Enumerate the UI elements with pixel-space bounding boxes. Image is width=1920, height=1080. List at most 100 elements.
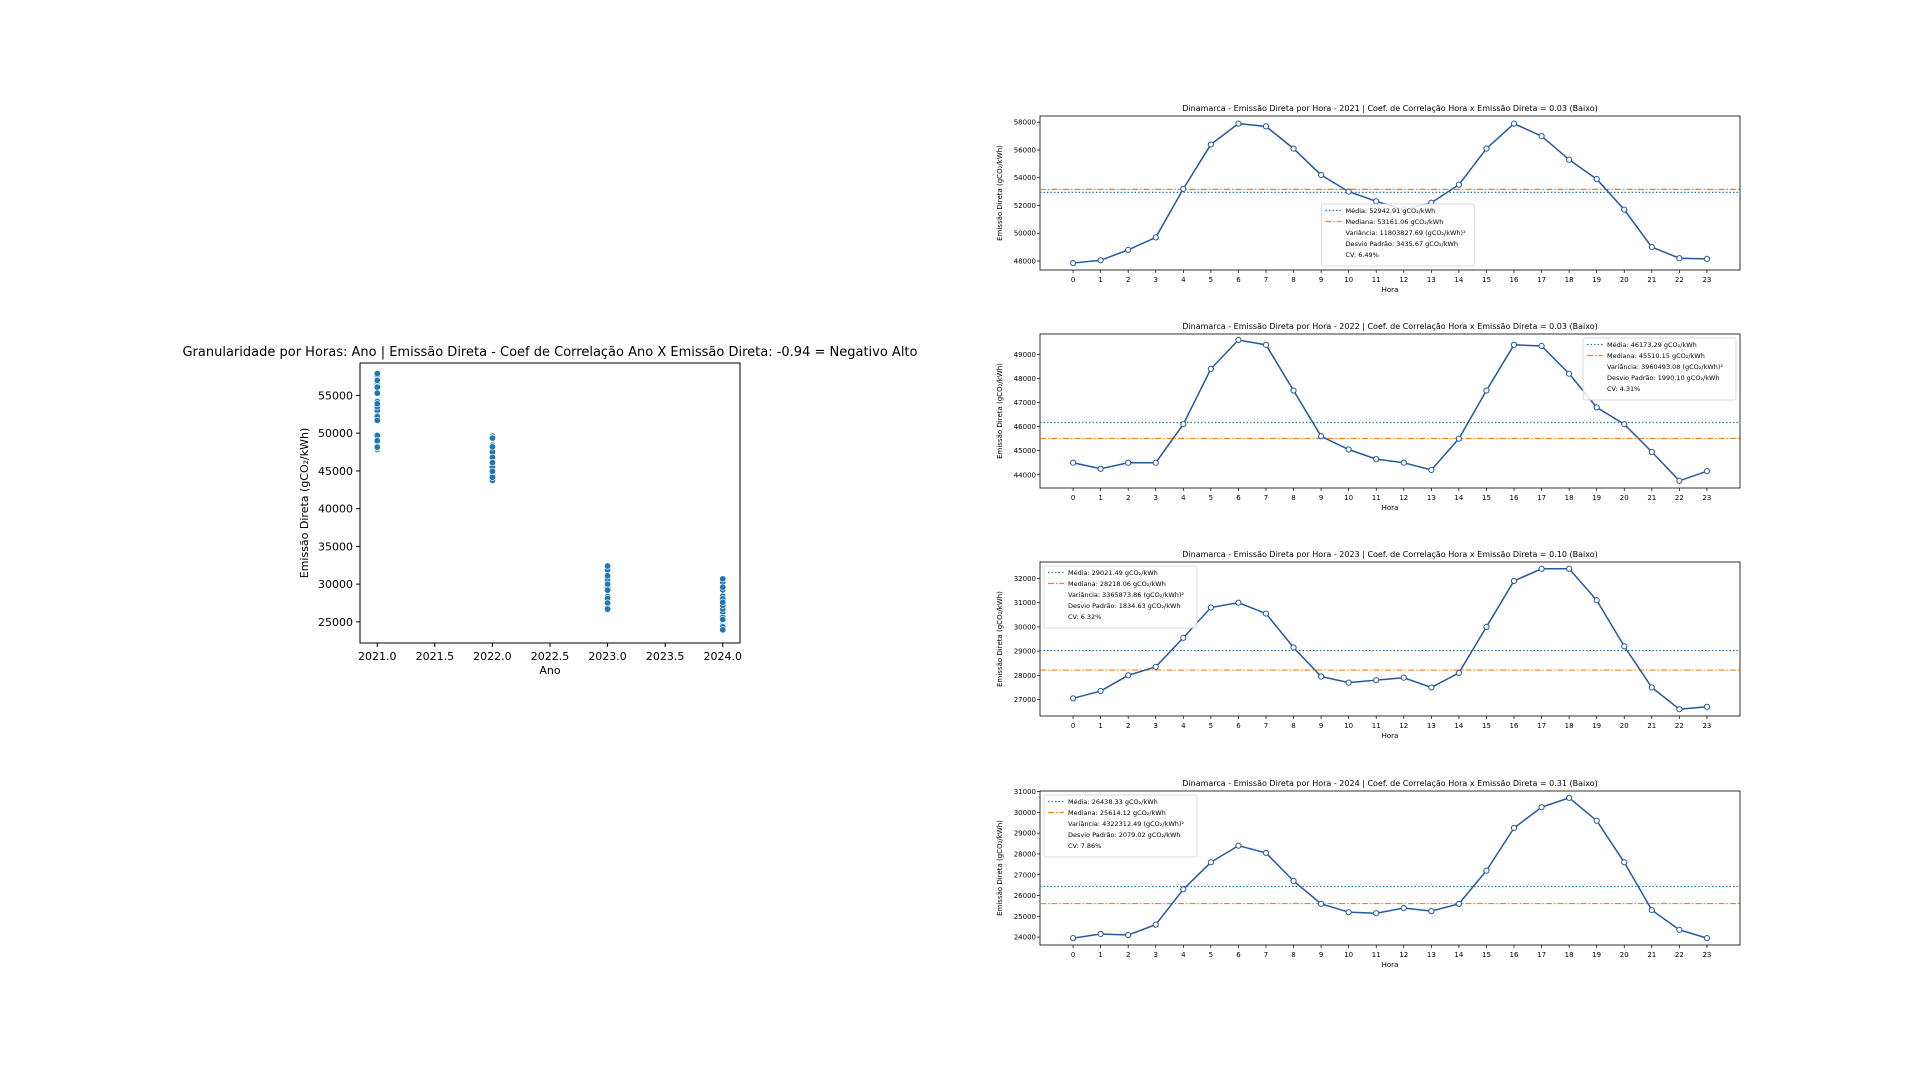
y-tick-label: 24000 — [1014, 934, 1036, 942]
legend-box — [1043, 794, 1198, 858]
legend-entry: Mediana: 28218.06 gCO₂/kWh — [1068, 580, 1166, 588]
data-point — [1648, 684, 1655, 691]
y-tick-label: 44000 — [1014, 471, 1036, 479]
scatter-point — [373, 383, 381, 391]
data-point — [1235, 336, 1242, 344]
x-tick-label: 6 — [1236, 494, 1241, 502]
x-tick-label: 6 — [1236, 722, 1241, 730]
x-tick-label: 2022.5 — [531, 650, 570, 663]
data-point — [1235, 842, 1242, 849]
y-tick-label: 50000 — [1014, 230, 1036, 238]
chart-title: Dinamarca - Emissão Direta por Hora - 20… — [1182, 550, 1598, 559]
data-point — [1290, 877, 1297, 885]
data-point — [1538, 565, 1545, 572]
legend-entry: Desvio Padrão: 3435.67 gCO₂/kWh — [1346, 240, 1459, 248]
legend-entry: Média: 52942.91 gCO₂/kWh — [1346, 207, 1436, 215]
y-tick-label: 49000 — [1014, 351, 1036, 359]
y-tick-label: 26000 — [1014, 892, 1036, 900]
data-point — [1069, 459, 1077, 466]
hourly-emission-charts: Dinamarca - Emissão Direta por Hora - 20… — [996, 104, 1741, 969]
legend-entry: Variância: 3960493.08 (gCO₂/kWh)² — [1607, 363, 1723, 371]
x-tick-label: 10 — [1344, 494, 1353, 502]
legend-entry: Média: 26438.33 gCO₂/kWh — [1068, 798, 1158, 806]
series-line — [1072, 339, 1708, 482]
x-tick-label: 4 — [1181, 276, 1186, 284]
data-point — [1180, 185, 1187, 192]
x-tick-label: 10 — [1344, 722, 1353, 730]
x-tick-label: 1 — [1098, 494, 1102, 502]
y-tick-label: 56000 — [1014, 146, 1036, 154]
x-tick-label: 6 — [1236, 951, 1241, 959]
x-tick-label: 20 — [1620, 276, 1629, 284]
x-tick-label: 2 — [1126, 722, 1130, 730]
x-tick-label: 12 — [1399, 494, 1408, 502]
y-axis-label: Emissão Direta (gCO₂/kWh) — [996, 363, 1004, 459]
data-point — [1648, 244, 1655, 251]
x-tick-label: 7 — [1264, 276, 1268, 284]
x-tick-label: 5 — [1209, 276, 1213, 284]
x-axis-label: Ano — [539, 664, 560, 677]
y-tick-label: 50000 — [318, 427, 353, 440]
x-tick-label: 5 — [1209, 951, 1213, 959]
data-point — [1125, 246, 1132, 253]
y-axis-label: Emissão Direta (gCO₂/kWh) — [996, 820, 1004, 916]
data-point — [1455, 669, 1462, 676]
x-tick-label: 14 — [1454, 951, 1463, 959]
x-tick-label: 15 — [1482, 494, 1491, 502]
y-axis-label: Emissão Direta (gCO₂/kWh) — [996, 145, 1004, 241]
x-tick-label: 2021.5 — [416, 650, 455, 663]
x-tick-label: 19 — [1592, 494, 1601, 502]
legend-entry: CV: 7.86% — [1068, 842, 1101, 850]
data-point — [1207, 604, 1214, 611]
x-tick-label: 16 — [1510, 951, 1519, 959]
x-tick-label: 8 — [1291, 951, 1295, 959]
data-point — [1538, 804, 1545, 811]
plot-frame — [1039, 561, 1741, 717]
x-tick-label: 14 — [1454, 722, 1463, 730]
x-tick-label: 18 — [1565, 951, 1574, 959]
data-point — [1235, 599, 1242, 606]
x-tick-label: 9 — [1319, 494, 1323, 502]
y-tick-label: 35000 — [318, 540, 353, 553]
x-tick-label: 8 — [1291, 722, 1295, 730]
y-tick-label: 28000 — [1014, 850, 1036, 858]
data-point — [1648, 906, 1655, 914]
data-point — [1455, 435, 1462, 442]
x-tick-label: 0 — [1071, 276, 1075, 284]
y-tick-label: 31000 — [1014, 599, 1036, 607]
data-point — [1373, 456, 1380, 463]
scatter-point — [719, 575, 727, 583]
scatter-point — [488, 467, 496, 475]
x-tick-label: 23 — [1702, 722, 1711, 730]
x-tick-label: 11 — [1372, 951, 1381, 959]
data-point — [1483, 623, 1490, 630]
y-axis-label: Emissão Direta (gCO₂/kWh) — [996, 591, 1004, 687]
chart-title: Dinamarca - Emissão Direta por Hora - 20… — [1182, 322, 1598, 331]
data-point — [1621, 859, 1628, 866]
x-tick-label: 0 — [1071, 951, 1075, 959]
scatter-point — [604, 580, 612, 588]
legend-box — [1321, 203, 1475, 267]
x-tick-label: 1 — [1098, 276, 1102, 284]
x-tick-label: 23 — [1702, 951, 1711, 959]
data-point — [1455, 181, 1462, 188]
scatter-point — [373, 443, 381, 451]
legend-entry: Desvio Padrão: 2079.02 gCO₂/kWh — [1068, 831, 1181, 839]
y-tick-label: 29000 — [1014, 830, 1036, 838]
x-tick-label: 10 — [1344, 276, 1353, 284]
y-tick-label: 28000 — [1014, 672, 1036, 680]
y-tick-label: 55000 — [318, 389, 353, 402]
data-point — [1097, 257, 1104, 264]
x-tick-label: 13 — [1427, 951, 1436, 959]
chart-title: Dinamarca - Emissão Direta por Hora - 20… — [1182, 779, 1598, 788]
scatter-point — [373, 400, 381, 408]
scatter-point — [373, 370, 381, 378]
x-tick-label: 0 — [1071, 722, 1075, 730]
y-tick-label: 45000 — [1014, 447, 1036, 455]
scatter-point — [604, 562, 612, 570]
x-tick-label: 22 — [1675, 951, 1684, 959]
data-point — [1566, 794, 1573, 801]
x-tick-label: 23 — [1702, 276, 1711, 284]
data-point — [1676, 477, 1683, 484]
x-tick-label: 2024.0 — [703, 650, 742, 663]
